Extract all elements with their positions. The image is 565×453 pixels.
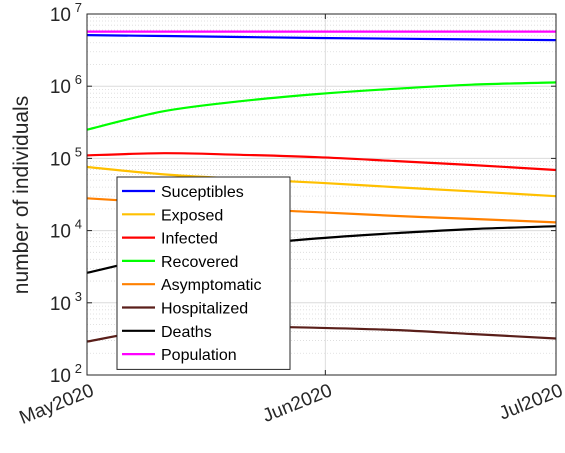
- legend-label-asymptomatic: Asymptomatic: [161, 277, 261, 294]
- series-line-infected: [86, 152, 557, 172]
- y-tick-label: 10: [50, 5, 71, 26]
- legend-label-hospitalized: Hospitalized: [161, 301, 248, 318]
- plot-frame: [86, 13, 557, 376]
- legend-box: [116, 176, 291, 370]
- y-tick-labels: 10 2 10 3 10 4 10 5 10 6 10 7: [50, 0, 82, 387]
- y-tick-exponent: 5: [75, 144, 82, 159]
- x-tick-label: May2020: [17, 380, 97, 429]
- y-tick-exponent: 7: [75, 0, 82, 15]
- y-tick-label: 10: [50, 149, 71, 170]
- y-tick-exponent: 6: [75, 72, 82, 87]
- y-tick-exponent: 3: [75, 289, 82, 304]
- y-tick-exponent: 2: [75, 361, 82, 376]
- x-tick-labels: May2020 Jun2020 Jul2020: [17, 380, 565, 429]
- legend-label-population: Population: [161, 347, 237, 364]
- y-tick-label: 10: [50, 77, 71, 98]
- series-line-exposed: [86, 165, 557, 198]
- legend-label-suceptibles: Suceptibles: [161, 184, 244, 201]
- series-line-recovered: [86, 81, 557, 131]
- x-tick-label: Jul2020: [496, 380, 565, 424]
- y-tick-exponent: 4: [75, 217, 82, 232]
- y-tick-label: 10: [50, 222, 71, 243]
- y-axis-label: number of individuals: [10, 96, 33, 294]
- legend-label-infected: Infected: [161, 231, 218, 248]
- legend-label-recovered: Recovered: [161, 254, 238, 271]
- legend-label-deaths: Deaths: [161, 324, 212, 341]
- axis-ticks: [86, 13, 557, 376]
- series-line-suceptibles: [86, 34, 557, 42]
- legend: Suceptibles Exposed Infected Recovered Asymp…: [116, 176, 291, 370]
- y-tick-label: 10: [50, 366, 71, 387]
- legend-label-exposed: Exposed: [161, 207, 223, 224]
- x-tick-label: Jun2020: [260, 380, 335, 427]
- y-tick-label: 10: [50, 294, 71, 315]
